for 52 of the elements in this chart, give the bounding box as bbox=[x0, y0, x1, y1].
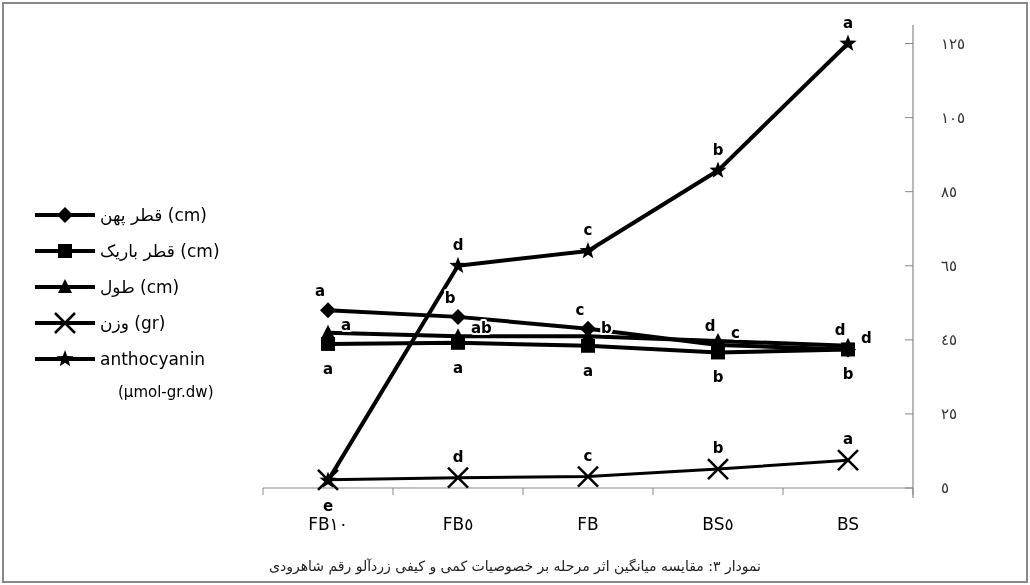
point bbox=[321, 324, 335, 339]
point bbox=[709, 161, 727, 178]
y-tick-label: ٦٥ bbox=[941, 256, 958, 275]
point bbox=[706, 457, 730, 481]
x-tick-label: FB١٠ bbox=[308, 514, 348, 534]
x-tick-label: FB٥ bbox=[442, 514, 474, 534]
x-tick-label: BS٥ bbox=[702, 514, 734, 534]
data-label: b bbox=[712, 368, 724, 387]
point bbox=[836, 448, 860, 472]
x-tick-label: BS bbox=[836, 514, 860, 534]
data-label: d bbox=[704, 317, 716, 336]
data-label: e bbox=[322, 496, 334, 515]
data-label: d bbox=[834, 321, 846, 340]
data-label: b bbox=[842, 365, 854, 384]
x-tick-label: FB bbox=[577, 514, 599, 534]
point bbox=[579, 241, 597, 259]
point bbox=[450, 308, 466, 325]
data-label: a bbox=[842, 13, 854, 32]
legend-label: قطر باریک (cm) bbox=[100, 241, 220, 261]
legend-label: anthocyanin (µmol-gr.dw) bbox=[100, 349, 214, 401]
y-tick-label: ١٢٥ bbox=[941, 34, 966, 53]
data-label: d bbox=[861, 328, 872, 347]
y-tick-label: ٨٥ bbox=[941, 182, 958, 201]
text: نمودار ۳: مقایسه میانگین اثر مرحله بر خصوصیات کمی و کیفی زردآلو رقم شاهرودی bbox=[269, 558, 761, 575]
point bbox=[320, 302, 336, 319]
data-label: a bbox=[842, 430, 854, 449]
data-label: b bbox=[712, 439, 724, 458]
point bbox=[446, 466, 470, 489]
data-label: d bbox=[452, 235, 464, 254]
data-label: a bbox=[314, 282, 326, 301]
data-label: a bbox=[341, 315, 352, 334]
data-label: c bbox=[731, 323, 740, 342]
legend-label: وزن (gr) bbox=[100, 313, 166, 333]
data-label: c bbox=[575, 300, 585, 319]
legend-label: طول (cm) bbox=[100, 277, 180, 297]
data-label: a bbox=[322, 359, 334, 378]
data-label: c bbox=[583, 446, 593, 465]
data-label: d bbox=[452, 447, 464, 466]
point bbox=[449, 256, 467, 274]
data-label: b bbox=[712, 140, 724, 159]
data-label: ab bbox=[471, 319, 493, 338]
legend-label: قطر پهن (cm) bbox=[100, 205, 207, 226]
y-tick-label: ٤٥ bbox=[941, 330, 958, 349]
y-tick-label: ٥ bbox=[941, 479, 950, 497]
data-label: a bbox=[582, 361, 594, 380]
data-label: b bbox=[444, 288, 456, 307]
point bbox=[839, 34, 857, 51]
y-tick-label: ١٠٥ bbox=[941, 108, 966, 127]
point bbox=[576, 465, 600, 488]
data-label: a bbox=[452, 358, 464, 377]
y-tick-label: ٢٥ bbox=[941, 404, 958, 423]
data-label: c bbox=[583, 220, 593, 239]
